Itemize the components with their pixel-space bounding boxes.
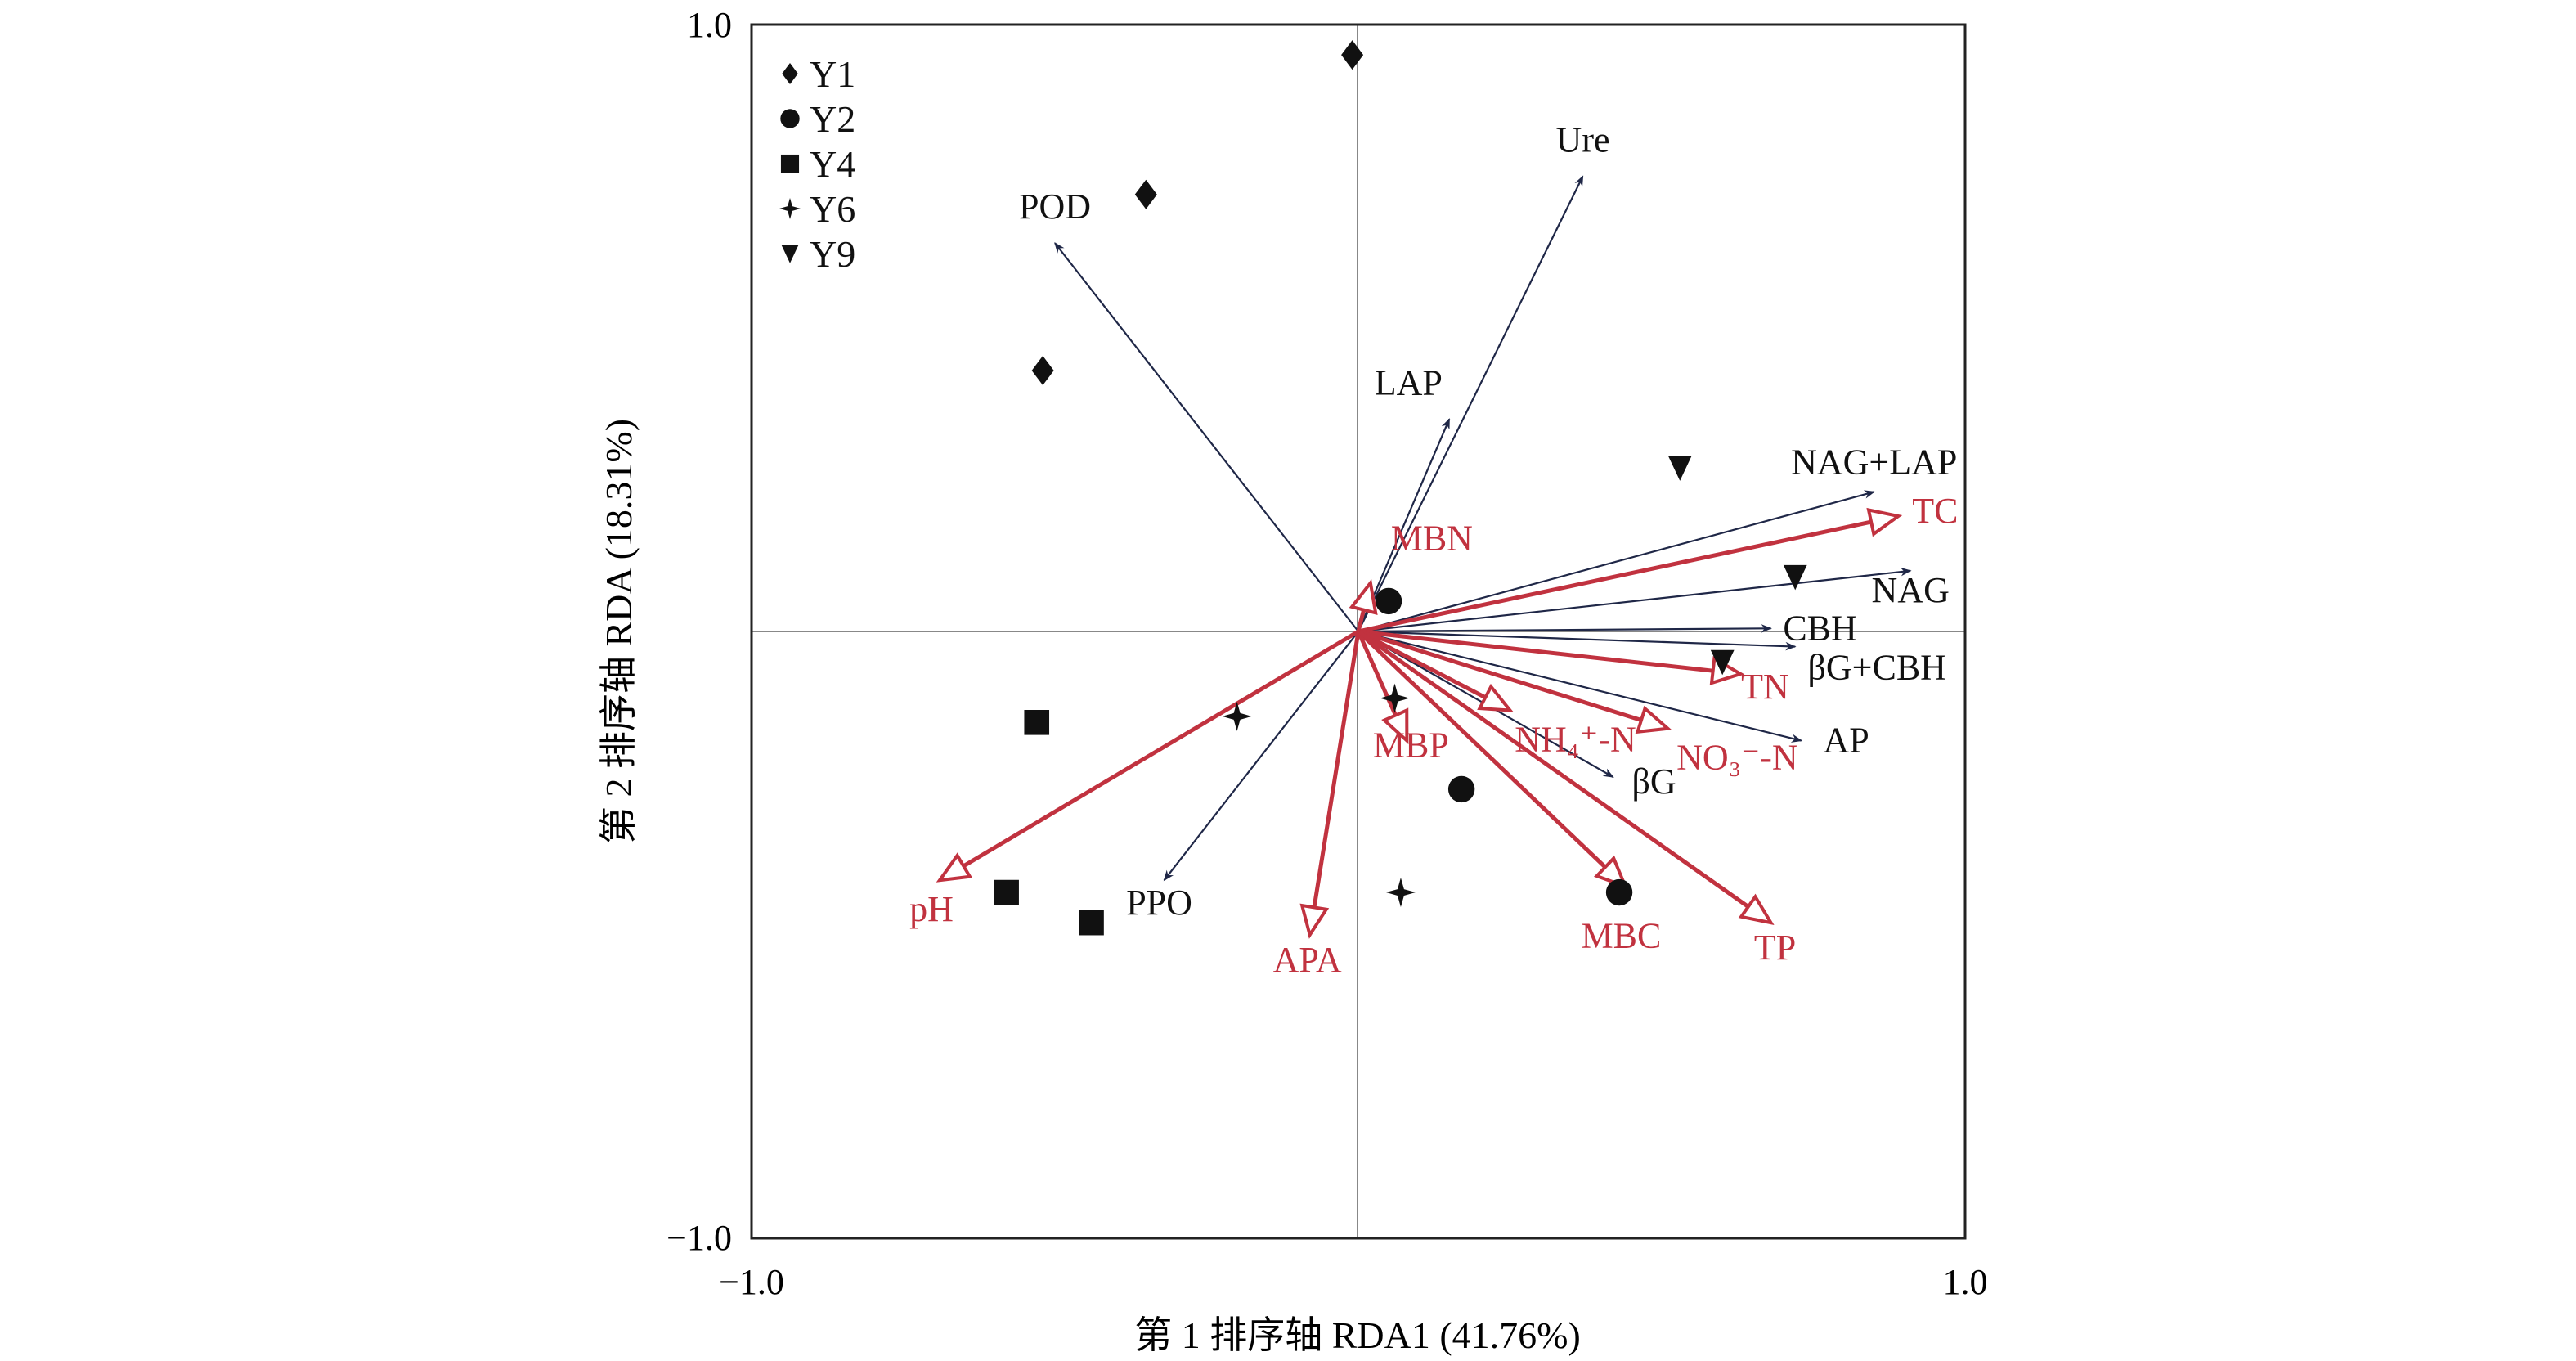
response-vector-label: AP bbox=[1824, 721, 1869, 761]
response-vector-pod bbox=[1054, 242, 1359, 632]
explanatory-vector-label: TP bbox=[1754, 928, 1796, 968]
legend-label-y6: Y6 bbox=[810, 188, 855, 230]
legend-label-y4: Y4 bbox=[810, 143, 855, 185]
legend-label-y2: Y2 bbox=[810, 98, 855, 140]
explanatory-vector-apa bbox=[1312, 631, 1361, 908]
response-vector-label: LAP bbox=[1375, 362, 1443, 402]
open-arrowhead-icon bbox=[1635, 705, 1672, 734]
explanatory-vector-label: MBC bbox=[1582, 916, 1662, 956]
point-y1-diamond-icon bbox=[1134, 179, 1157, 209]
legend-diamond-icon bbox=[782, 63, 798, 84]
response-vector-label: βG bbox=[1632, 761, 1676, 802]
open-arrowhead-icon bbox=[936, 852, 973, 883]
explanatory-vector-label: NO₃⁻-N bbox=[1676, 738, 1798, 778]
explanatory-vector-label: APA bbox=[1273, 940, 1342, 980]
explanatory-vector-label: MBN bbox=[1391, 519, 1473, 559]
response-vector-g-cbh bbox=[1358, 630, 1797, 651]
response-vector-ure bbox=[1358, 175, 1584, 632]
explanatory-vector-label: TN bbox=[1741, 667, 1789, 707]
point-y1-diamond-icon bbox=[1031, 355, 1054, 385]
response-vector-cbh bbox=[1358, 624, 1772, 633]
response-vector-label: Ure bbox=[1556, 120, 1610, 160]
open-arrowhead-icon bbox=[1477, 683, 1514, 712]
explanatory-vector-ph bbox=[962, 629, 1360, 869]
y-axis-label: 第 2 排序轴 RDA (18.31%) bbox=[598, 419, 640, 844]
legend-square-icon bbox=[780, 154, 800, 173]
response-vector-label: CBH bbox=[1783, 608, 1856, 648]
response-vector-nag bbox=[1358, 567, 1912, 633]
legend-label-y1: Y1 bbox=[810, 53, 855, 95]
x-tick-left: −1.0 bbox=[719, 1262, 784, 1302]
legend-star4-icon bbox=[779, 198, 801, 219]
response-vector-label: βG+CBH bbox=[1808, 648, 1946, 688]
response-vector-ppo bbox=[1163, 631, 1359, 882]
point-y6-star4-icon bbox=[1385, 878, 1416, 908]
explanatory-vector-nh-n bbox=[1357, 629, 1487, 699]
response-vector-label: PPO bbox=[1126, 883, 1192, 923]
y-tick-top: 1.0 bbox=[687, 5, 732, 45]
x-axis-label: 第 1 排序轴 RDA1 (41.76%) bbox=[1134, 1314, 1581, 1356]
point-y4-square-icon bbox=[1024, 710, 1050, 735]
response-vector-label: NAG+LAP bbox=[1791, 442, 1957, 482]
explanatory-vector-mbn bbox=[1356, 609, 1367, 632]
explanatory-vector-tp bbox=[1357, 629, 1750, 909]
legend-circle-icon bbox=[780, 109, 800, 128]
point-y2-circle-icon bbox=[1375, 587, 1402, 615]
point-y2-circle-icon bbox=[1447, 775, 1475, 803]
open-arrowhead-icon bbox=[1381, 707, 1409, 745]
explanatory-vector-label: TC bbox=[1912, 491, 1958, 531]
point-y2-circle-icon bbox=[1605, 878, 1633, 906]
point-y4-square-icon bbox=[994, 879, 1019, 905]
explanatory-vector-label: MBP bbox=[1373, 725, 1449, 766]
explanatory-vector-label: NH₄⁺-N bbox=[1515, 719, 1636, 759]
point-y4-square-icon bbox=[1079, 910, 1104, 936]
response-vector-label: POD bbox=[1019, 186, 1091, 227]
open-arrowhead-icon bbox=[1299, 903, 1330, 939]
point-y9-triangle-down-icon bbox=[1783, 564, 1807, 591]
open-arrowhead-icon bbox=[1738, 893, 1775, 926]
open-arrowhead-icon bbox=[1866, 507, 1903, 537]
explanatory-vector-tc bbox=[1358, 519, 1872, 634]
response-vector-ap bbox=[1358, 630, 1802, 743]
explanatory-vector-label: pH bbox=[909, 889, 954, 929]
point-y6-star4-icon bbox=[1380, 683, 1410, 713]
explanatory-vector-no-n bbox=[1358, 629, 1642, 722]
y-tick-bottom: −1.0 bbox=[666, 1218, 732, 1258]
legend-triangle-down-icon bbox=[781, 245, 799, 263]
explanatory-vector-mbp bbox=[1356, 630, 1398, 716]
point-y9-triangle-down-icon bbox=[1710, 649, 1735, 676]
x-tick-right: 1.0 bbox=[1943, 1262, 1988, 1302]
legend-label-y9: Y9 bbox=[810, 233, 855, 275]
response-vector-label: NAG bbox=[1872, 570, 1950, 610]
point-y9-triangle-down-icon bbox=[1667, 456, 1692, 481]
explanatory-vector-mbc bbox=[1357, 630, 1607, 869]
plot-frame bbox=[750, 23, 1967, 1240]
point-y6-star4-icon bbox=[1222, 701, 1252, 731]
point-y1-diamond-icon bbox=[1341, 40, 1364, 70]
response-vector-nag-lap bbox=[1358, 490, 1875, 633]
axes: 1.0 −1.0 −1.0 1.0 第 1 排序轴 RDA1 (41.76%) … bbox=[598, 5, 1988, 1356]
explanatory-vector-tn bbox=[1358, 629, 1713, 673]
open-arrowhead-icon bbox=[1349, 578, 1378, 615]
